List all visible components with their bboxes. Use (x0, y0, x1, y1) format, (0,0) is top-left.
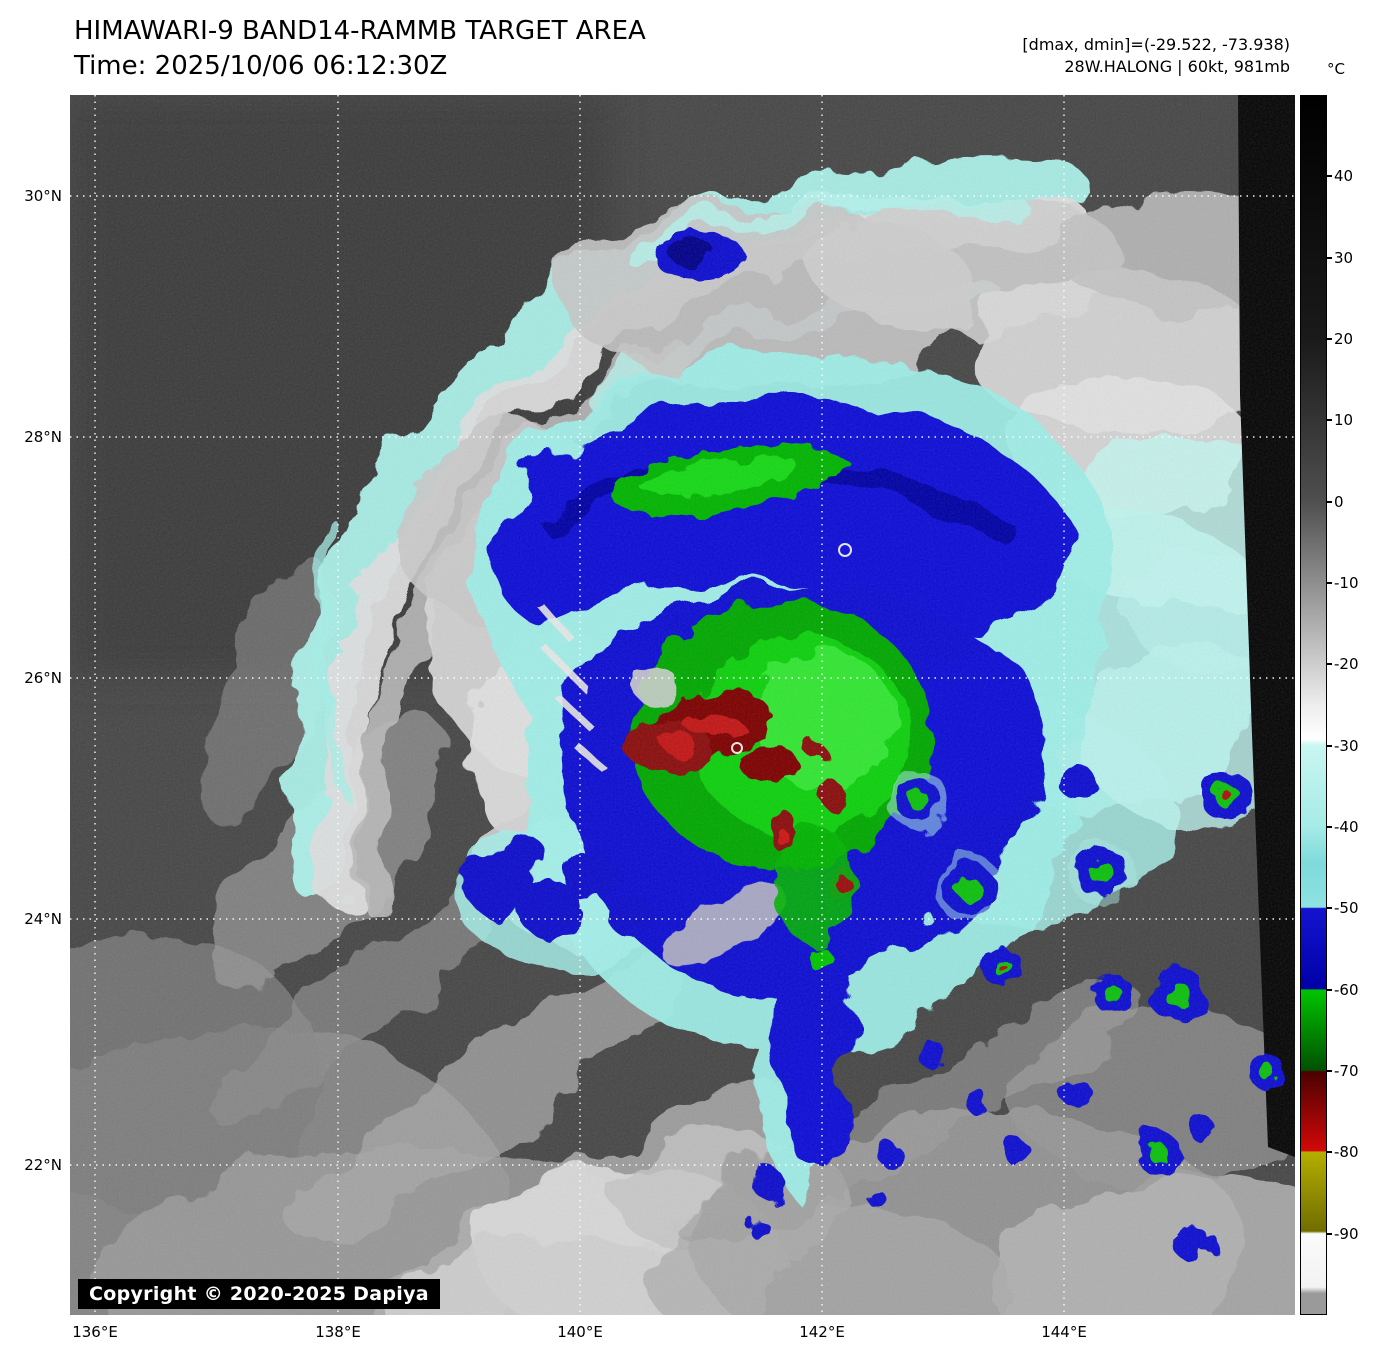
lat-label: 26°N (24, 669, 62, 687)
colorbar-tick: 0 (1326, 493, 1390, 511)
colorbar-tick: -60 (1326, 981, 1390, 999)
dmax-dmin-readout: [dmax, dmin]=(-29.522, -73.938) (1022, 35, 1290, 54)
colorbar-tick: 40 (1326, 167, 1390, 185)
lat-label: 24°N (24, 910, 62, 928)
colorbar (1300, 95, 1327, 1315)
lon-label: 138°E (315, 1323, 361, 1341)
storm-meta: [dmax, dmin]=(-29.522, -73.938) 28W.HALO… (1022, 34, 1290, 78)
page-title: HIMAWARI-9 BAND14-RAMMB TARGET AREA (74, 16, 646, 46)
lat-label: 28°N (24, 428, 62, 446)
longitude-axis: 136°E 138°E 140°E 142°E 144°E (70, 1323, 1295, 1343)
lat-label: 22°N (24, 1156, 62, 1174)
colorbar-tick: -80 (1326, 1143, 1390, 1161)
colorbar-tick: -30 (1326, 737, 1390, 755)
colorbar-tick: 10 (1326, 411, 1390, 429)
typhoon-halong-ir-image (70, 95, 1295, 1315)
colorbar-tick: -90 (1326, 1225, 1390, 1243)
lon-label: 142°E (799, 1323, 845, 1341)
lon-label: 144°E (1041, 1323, 1087, 1341)
colorbar-tick: 20 (1326, 330, 1390, 348)
colorbar-tick: -10 (1326, 574, 1390, 592)
storm-identifier: 28W.HALONG | 60kt, 981mb (1064, 57, 1290, 76)
satellite-image: Copyright © 2020-2025 Dapiya (70, 95, 1295, 1315)
colorbar-tick: -50 (1326, 899, 1390, 917)
colorbar-tick-labels: 40 30 20 10 0 -10 -20 -30 -40 -50 -60 -7… (1326, 95, 1390, 1315)
latitude-axis: 30°N 28°N 26°N 24°N 22°N (0, 95, 62, 1315)
colorbar-gradient (1301, 96, 1326, 1314)
colorbar-tick: -40 (1326, 818, 1390, 836)
lat-label: 30°N (24, 187, 62, 205)
copyright-watermark: Copyright © 2020-2025 Dapiya (78, 1279, 440, 1309)
timestamp: Time: 2025/10/06 06:12:30Z (74, 51, 448, 81)
colorbar-tick: -20 (1326, 655, 1390, 673)
lon-label: 140°E (557, 1323, 603, 1341)
colorbar-tick: -70 (1326, 1062, 1390, 1080)
lon-label: 136°E (72, 1323, 118, 1341)
colorbar-unit-label: °C (1327, 60, 1345, 78)
image-grain (70, 95, 1295, 1315)
colorbar-tick: 30 (1326, 249, 1390, 267)
graticule (70, 95, 1295, 1315)
